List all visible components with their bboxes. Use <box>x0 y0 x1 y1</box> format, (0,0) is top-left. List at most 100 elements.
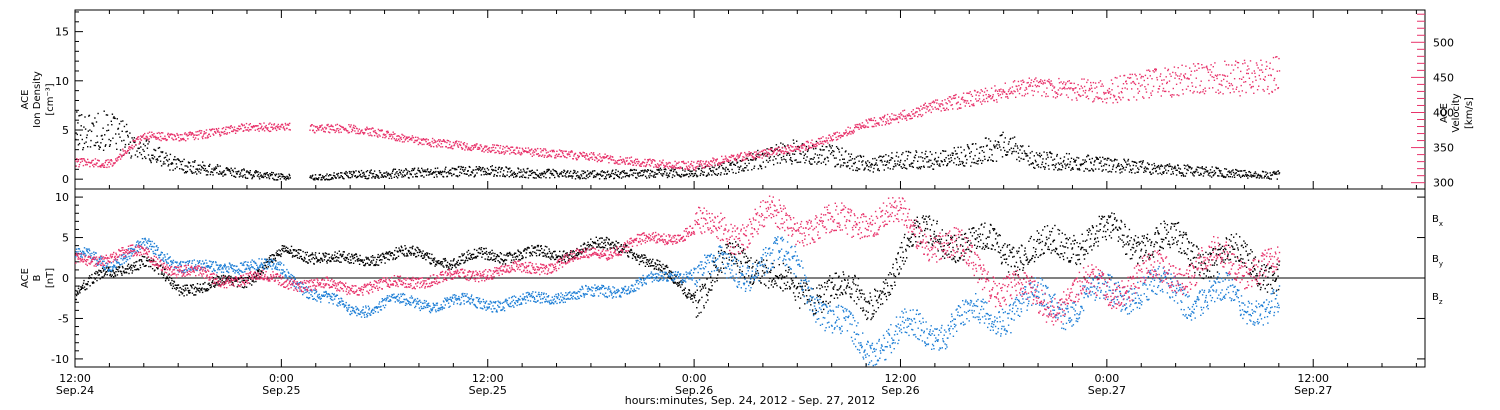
velocity-point <box>527 147 530 149</box>
density-point <box>740 165 742 167</box>
density-point <box>762 161 764 163</box>
density-point <box>964 155 966 158</box>
density-point <box>735 172 737 174</box>
density-point <box>136 156 139 158</box>
density-point <box>318 177 320 179</box>
density-point <box>596 172 599 174</box>
density-point <box>1167 170 1170 172</box>
velocity-point <box>949 101 951 103</box>
density-point <box>108 138 110 141</box>
velocity-point <box>890 119 893 121</box>
density-point <box>776 162 779 164</box>
density-point <box>961 160 963 163</box>
velocity-point <box>849 130 851 133</box>
bx-point <box>76 290 78 292</box>
velocity-point <box>607 158 610 160</box>
density-axis-label: Ion Density <box>32 71 43 128</box>
velocity-point <box>193 134 195 136</box>
velocity-point <box>159 135 162 138</box>
velocity-point <box>787 151 789 153</box>
density-point <box>632 174 634 177</box>
density-point <box>346 174 348 177</box>
velocity-point <box>1156 79 1159 81</box>
velocity-point <box>419 142 422 144</box>
velocity-point <box>283 128 285 130</box>
velocity-point <box>493 144 496 146</box>
velocity-point <box>970 93 972 96</box>
density-point <box>688 173 691 175</box>
velocity-point <box>606 155 608 158</box>
density-point <box>965 162 968 164</box>
velocity-point <box>817 137 820 140</box>
density-point <box>965 154 967 157</box>
velocity-point <box>844 132 846 135</box>
density-point <box>1045 162 1047 165</box>
density-point <box>427 168 429 170</box>
density-point <box>75 138 77 141</box>
density-point <box>1123 158 1125 160</box>
density-point <box>684 170 686 172</box>
velocity-point <box>1241 90 1243 92</box>
bx-point <box>156 267 158 269</box>
density-point <box>1013 150 1015 153</box>
density-point <box>814 153 816 155</box>
density-point <box>551 174 553 176</box>
velocity-point <box>139 141 141 143</box>
velocity-point <box>379 130 382 132</box>
bx-point <box>297 249 300 251</box>
density-point <box>522 168 525 170</box>
velocity-point <box>1090 81 1092 84</box>
velocity-point <box>1174 72 1177 74</box>
density-point <box>351 176 353 178</box>
velocity-point <box>125 152 128 154</box>
velocity-point <box>219 133 221 135</box>
velocity-point <box>1239 95 1241 97</box>
density-point <box>857 155 859 157</box>
velocity-point <box>254 129 256 131</box>
density-point <box>799 152 801 155</box>
density-point <box>405 169 408 171</box>
velocity-point <box>1259 78 1262 80</box>
bx-point <box>197 288 199 290</box>
density-point <box>244 174 246 176</box>
density-point <box>1106 157 1109 159</box>
density-point <box>410 173 412 176</box>
bx-point <box>91 281 94 284</box>
density-point <box>727 168 729 171</box>
velocity-point <box>1021 94 1023 97</box>
velocity-point <box>849 127 851 129</box>
density-point <box>964 165 966 167</box>
velocity-point <box>267 129 270 132</box>
bx-point <box>232 284 234 286</box>
density-point <box>519 171 521 174</box>
bx-point <box>154 269 156 271</box>
density-point <box>1215 166 1217 169</box>
velocity-point <box>237 130 239 132</box>
b-axis-label: [nT] <box>45 268 56 288</box>
velocity-point <box>1088 89 1090 92</box>
velocity-point <box>207 136 209 139</box>
velocity-point <box>209 135 212 137</box>
bx-point <box>321 259 323 261</box>
bx-point <box>135 261 137 263</box>
density-point <box>365 171 368 173</box>
density-point <box>1275 171 1277 173</box>
velocity-point <box>953 95 955 97</box>
density-point <box>356 176 358 178</box>
velocity-point <box>821 142 823 144</box>
bx-point <box>139 264 141 266</box>
velocity-point <box>504 146 506 149</box>
velocity-point <box>358 128 360 130</box>
density-point <box>370 169 372 171</box>
bx-point <box>247 279 249 281</box>
velocity-point <box>226 132 228 134</box>
density-point <box>509 171 512 173</box>
density-point <box>1056 155 1058 157</box>
velocity-point <box>822 136 824 138</box>
bx-point <box>120 272 123 275</box>
bx-point <box>218 276 220 278</box>
velocity-point <box>1083 85 1086 88</box>
velocity-point <box>803 144 805 147</box>
velocity-point <box>1164 67 1166 69</box>
velocity-point <box>1199 84 1201 87</box>
